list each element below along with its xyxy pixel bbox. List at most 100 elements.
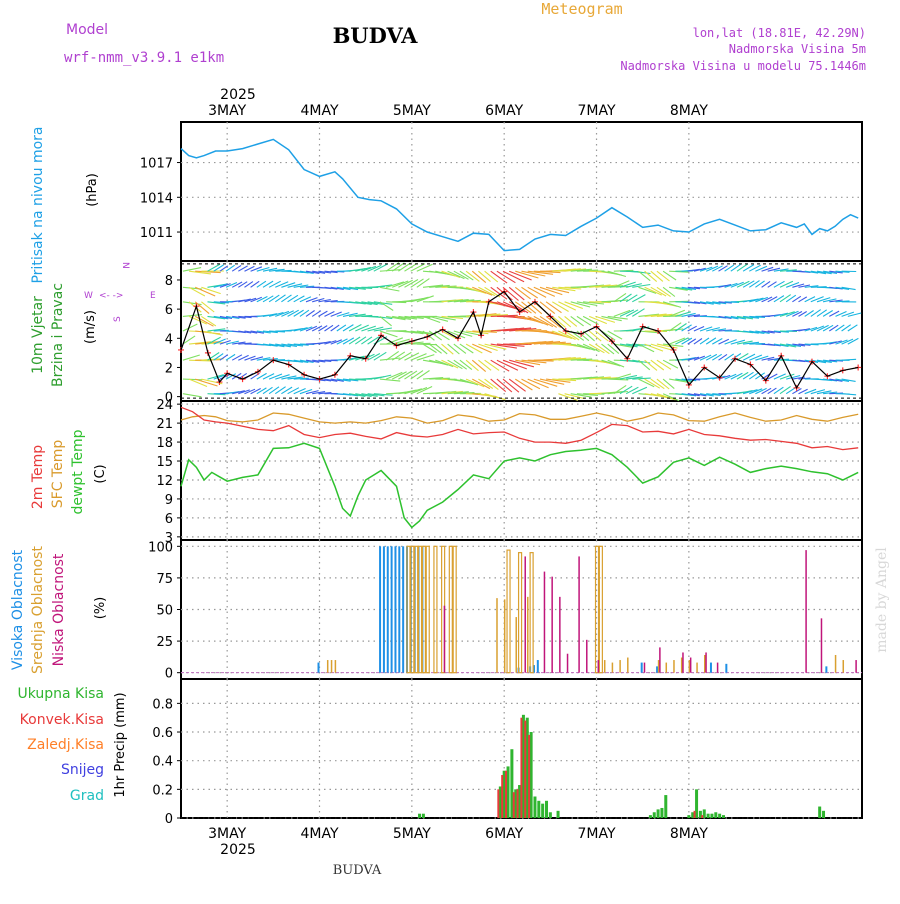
cloud-bar: [659, 647, 661, 672]
precip-legend-hail: Grad: [70, 788, 104, 804]
cloud-bar: [704, 655, 706, 673]
precip-total-bar: [557, 811, 560, 818]
top-day-label: 8MAY: [670, 103, 708, 119]
cloud-bar: [725, 664, 727, 673]
precip-legend-freezing: Zaledj.Kisa: [27, 737, 104, 753]
cloud-bar: [690, 658, 692, 673]
precip-convective-bar: [513, 792, 515, 818]
cloud-bar: [658, 660, 660, 673]
wind-arrow: [608, 287, 629, 288]
precip-total-bar: [653, 812, 656, 818]
cloud-bar: [627, 658, 629, 673]
cloud-bar: [551, 577, 553, 673]
cloud-bar: [318, 663, 320, 673]
cloud-unit: (%): [93, 597, 108, 620]
cloud-bar: [527, 597, 529, 673]
precip-total-bar: [710, 814, 713, 818]
precip-convective-bar: [528, 735, 530, 818]
cloud-bar: [524, 556, 526, 672]
precip-tick-label: 0.8: [152, 697, 173, 712]
precip-convective-bar: [520, 718, 522, 818]
precip-total-bar: [549, 812, 552, 818]
precip-total-bar: [722, 815, 725, 818]
precip-total-bar: [714, 812, 717, 818]
precip-tick-label: 0.2: [152, 783, 173, 798]
cloud-bar: [444, 606, 446, 673]
cloud-bar: [681, 658, 683, 673]
temp-tick-label: 9: [165, 493, 173, 508]
top-day-label: 7MAY: [578, 103, 616, 119]
temp-tick-label: 12: [156, 474, 173, 489]
wind-ylabel-2: Brzina i Pravac: [50, 283, 66, 387]
precip-total-bar: [533, 797, 536, 818]
coords-label: lon,lat (18.81E, 42.29N): [693, 26, 866, 40]
cloud-tick-label: 50: [156, 604, 173, 619]
bottom-day-label: 8MAY: [670, 826, 708, 842]
cloud-bar: [805, 550, 807, 673]
cloud-bar: [537, 660, 539, 673]
temp-unit: (C): [93, 464, 108, 483]
cloud-bar: [398, 546, 400, 672]
top-day-label: 6MAY: [485, 103, 523, 119]
watermark: made by Angel: [874, 547, 890, 653]
precip-total-bar: [822, 811, 825, 818]
top-day-label: 5MAY: [393, 103, 431, 119]
cloud-bar: [696, 663, 698, 673]
cloud-tick-label: 25: [156, 635, 173, 650]
precip-legend-convective: Konvek.Kisa: [20, 712, 104, 728]
wind-arrow: [183, 379, 202, 380]
bottom-title: BUDVA: [333, 863, 382, 878]
cloud-bar: [619, 660, 621, 673]
cloud-bar: [567, 654, 569, 673]
bottom-day-label: 7MAY: [578, 826, 616, 842]
pressure-tick-label: 1017: [140, 157, 173, 172]
cloud-bar: [705, 652, 707, 672]
precip-legend-total: Ukupna Kisa: [17, 686, 104, 702]
precip-tick-label: 0.4: [152, 755, 173, 770]
precip-total-bar: [418, 814, 421, 818]
precip-convective-bar: [517, 789, 519, 818]
precip-total-bar: [718, 814, 721, 818]
cloud-bar: [383, 546, 385, 672]
model-elevation-label: Nadmorska Visina u modelu 75.1446m: [620, 59, 866, 73]
cloud-bar: [331, 660, 333, 673]
elevation-label: Nadmorska Visina 5m: [729, 42, 866, 56]
cloud-bar: [612, 663, 614, 673]
cloud-bar: [641, 663, 643, 673]
bottom-year-label: 2025: [220, 842, 256, 858]
cloud-bar: [825, 666, 827, 672]
compass-n: N: [120, 262, 130, 269]
meteogram-label: Meteogram: [541, 0, 622, 18]
precip-tick-label: 0.6: [152, 726, 173, 741]
precip-total-bar: [707, 814, 710, 818]
wind-tick-label: 2: [165, 361, 173, 376]
chart-title: BUDVA: [333, 23, 419, 48]
pressure-ylabel: Pritisak na nivou mora: [30, 126, 46, 283]
bottom-day-label: 6MAY: [485, 826, 523, 842]
cloud-bar: [710, 663, 712, 673]
cloud-bar: [717, 663, 719, 673]
precip-convective-bar: [501, 775, 503, 818]
precip-total-bar: [422, 814, 425, 818]
temp-tick-label: 15: [156, 455, 173, 470]
temp-tick-label: 6: [165, 512, 173, 527]
model-name: wrf-nmm_v3.9.1 e1km: [64, 50, 224, 66]
model-label: Model: [66, 22, 108, 38]
temp-ylabel-2: SFC Temp: [50, 440, 66, 509]
cloud-bar: [682, 652, 684, 672]
temp-tick-label: 18: [156, 436, 173, 451]
precip-total-bar: [818, 807, 821, 818]
cloud-bar: [504, 599, 506, 672]
cloud-bar: [821, 618, 823, 672]
temp-ylabel-3: dewpt Temp: [70, 429, 86, 514]
temp-tick-label: 24: [156, 398, 173, 413]
precip-total-bar: [657, 809, 660, 818]
cloud-bar: [855, 660, 857, 673]
cloud-bar: [586, 640, 588, 673]
cloud-bar: [843, 660, 845, 673]
cloud-bar: [544, 572, 546, 673]
top-year-label: 2025: [220, 87, 256, 103]
cloud-bar: [391, 546, 393, 672]
